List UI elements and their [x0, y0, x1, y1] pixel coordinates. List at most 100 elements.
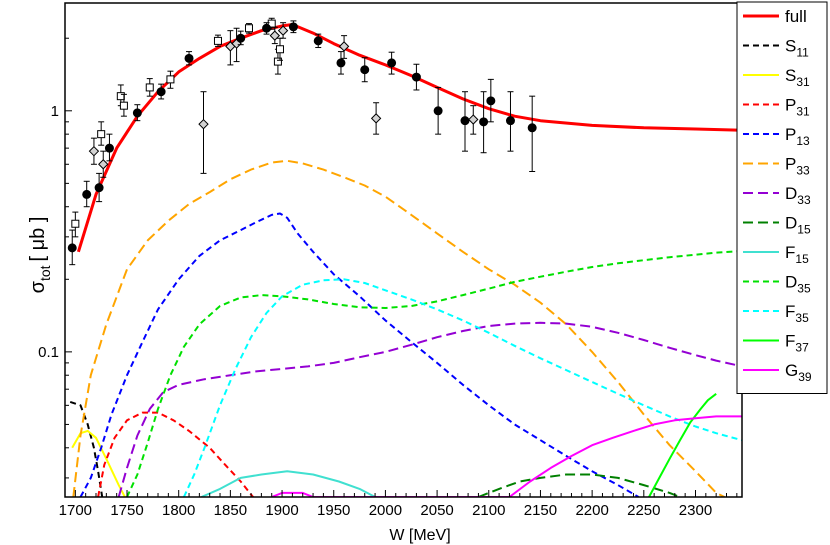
legend-label: S31 [785, 66, 810, 89]
data-point-circle [313, 36, 323, 46]
x-tick-label: 2200 [575, 502, 608, 519]
legend-label-name: D [785, 273, 797, 292]
data-point-circle [94, 183, 104, 193]
curve-p13 [79, 212, 640, 497]
legend-label-subscript: 35 [795, 311, 809, 325]
data-point-diamond [370, 113, 382, 124]
legend-label-subscript: 33 [796, 164, 810, 178]
curves-layer [69, 23, 742, 497]
y-axis-label-symbol: σ [27, 280, 49, 293]
data-point-square [213, 36, 222, 45]
data-point-square [244, 24, 253, 33]
legend-label: D15 [785, 214, 811, 237]
legend-label: F15 [785, 243, 809, 266]
x-tick-label: 1850 [214, 502, 247, 519]
x-tick-label: 2250 [627, 502, 660, 519]
data-point-diamond [198, 118, 209, 130]
x-tick-label: 1750 [110, 502, 143, 519]
data-point-square [71, 219, 80, 228]
curve-f35 [182, 278, 742, 497]
curve-d35 [126, 250, 742, 497]
data-point-circle [360, 65, 370, 75]
curve-g39 [271, 415, 742, 497]
data-point-circle [82, 189, 92, 199]
legend-label-subscript: 15 [797, 223, 811, 237]
curve-d15 [478, 473, 681, 497]
curve-full [76, 23, 742, 253]
curve-p33 [72, 159, 725, 497]
legend-label-name: D [785, 184, 797, 203]
data-point-square [273, 57, 282, 66]
x-tick-label: 1700 [59, 502, 92, 519]
data-point-circle [486, 96, 496, 106]
data-point-diamond [98, 159, 109, 170]
legend-label-name: D [785, 214, 797, 233]
legend-label-name: G [785, 361, 798, 380]
data-point-circle [236, 33, 246, 43]
x-tick-label: 2150 [524, 502, 557, 519]
data-point-circle [479, 117, 489, 127]
data-point-square [275, 45, 284, 54]
legend-label-name: F [785, 243, 795, 262]
legend-label-subscript: 37 [795, 341, 809, 355]
x-tick-label: 2100 [472, 502, 505, 519]
data-point-circle [527, 123, 537, 133]
legend-label: full [785, 7, 807, 26]
data-point-diamond [277, 25, 289, 36]
data-point-square [116, 92, 125, 101]
legend-label-name: full [785, 7, 807, 26]
legend-label: S11 [785, 37, 809, 60]
curve-f37 [648, 393, 717, 497]
x-tick-label: 2300 [679, 502, 712, 519]
legend-label-name: F [785, 332, 795, 351]
legend-label-subscript: 39 [798, 370, 812, 384]
legend-label-name: F [785, 302, 795, 321]
legend-label: P33 [785, 155, 810, 178]
x-tick-label: 1950 [317, 502, 350, 519]
legend-label: F35 [785, 302, 809, 325]
x-tick-label: 2050 [420, 502, 453, 519]
legend-label: P31 [785, 96, 810, 119]
data-points-layer [67, 17, 537, 266]
data-point-circle [505, 116, 515, 126]
legend-label-name: S [785, 66, 796, 85]
data-point-diamond [468, 114, 479, 125]
x-tick-label: 1800 [162, 502, 195, 519]
legend-label-name: P [785, 125, 796, 144]
legend-label: G39 [785, 361, 812, 384]
y-axis-label-unit: [ μb ] [27, 217, 49, 262]
legend-label: P13 [785, 125, 810, 148]
legend-label-name: S [785, 37, 796, 56]
legend-label-subscript: 31 [796, 75, 810, 89]
data-point-square [267, 19, 276, 28]
curve-p31 [97, 411, 254, 497]
curve-s11 [69, 400, 104, 497]
legend-box [736, 1, 828, 394]
data-point-circle [262, 23, 272, 33]
legend-label-subscript: 33 [797, 193, 811, 207]
legend-label: D35 [785, 273, 811, 296]
legend-label-name: P [785, 96, 796, 115]
data-point-square [97, 130, 106, 139]
x-tick-label: 2000 [369, 502, 402, 519]
data-point-circle [104, 143, 114, 153]
data-point-diamond [269, 30, 281, 41]
x-tick-label: 1900 [265, 502, 298, 519]
legend-label-subscript: 13 [796, 134, 810, 148]
legend-label: D33 [785, 184, 811, 207]
data-point-circle [184, 53, 194, 63]
data-point-circle [411, 72, 421, 82]
legend-label-subscript: 15 [795, 252, 809, 266]
y-tick-label: 0.1 [38, 344, 59, 361]
data-point-square [119, 101, 128, 110]
y-tick-label: 1 [51, 103, 59, 120]
data-point-diamond [88, 145, 100, 157]
data-point-circle [387, 58, 397, 68]
data-point-circle [433, 106, 443, 116]
data-point-circle [288, 22, 298, 32]
curve-s31 [71, 429, 126, 497]
legend-label-subscript: 31 [796, 105, 810, 119]
y-axis-label: σtot [ μb ] [27, 217, 53, 294]
